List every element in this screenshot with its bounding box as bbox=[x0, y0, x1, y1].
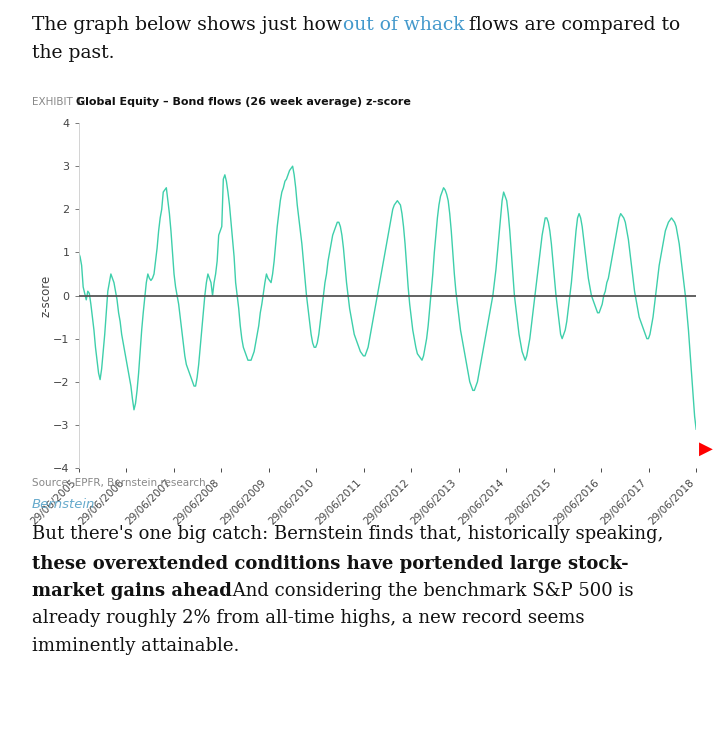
Text: The graph below shows just how: The graph below shows just how bbox=[32, 16, 348, 34]
Text: the past.: the past. bbox=[32, 44, 115, 62]
Text: EXHIBIT 1:: EXHIBIT 1: bbox=[32, 97, 90, 107]
Text: Bernstein: Bernstein bbox=[32, 498, 96, 511]
Text: market gains ahead: market gains ahead bbox=[32, 582, 232, 600]
Text: imminently attainable.: imminently attainable. bbox=[32, 637, 239, 654]
Text: out of whack: out of whack bbox=[343, 16, 464, 34]
Text: . And considering the benchmark S&P 500 is: . And considering the benchmark S&P 500 … bbox=[221, 582, 634, 600]
Text: already roughly 2% from all-time highs, a new record seems: already roughly 2% from all-time highs, … bbox=[32, 609, 585, 627]
Text: these overextended conditions have portended large stock-: these overextended conditions have porte… bbox=[32, 555, 629, 573]
Text: flows are compared to: flows are compared to bbox=[463, 16, 680, 34]
Text: ▶: ▶ bbox=[699, 439, 713, 458]
Y-axis label: z-score: z-score bbox=[39, 274, 53, 317]
Text: But there's one big catch: Bernstein finds that, historically speaking,: But there's one big catch: Bernstein fin… bbox=[32, 525, 663, 542]
Text: Global Equity – Bond flows (26 week average) z-score: Global Equity – Bond flows (26 week aver… bbox=[76, 97, 411, 107]
Text: Source: EPFR, Bernstein research: Source: EPFR, Bernstein research bbox=[32, 478, 206, 488]
